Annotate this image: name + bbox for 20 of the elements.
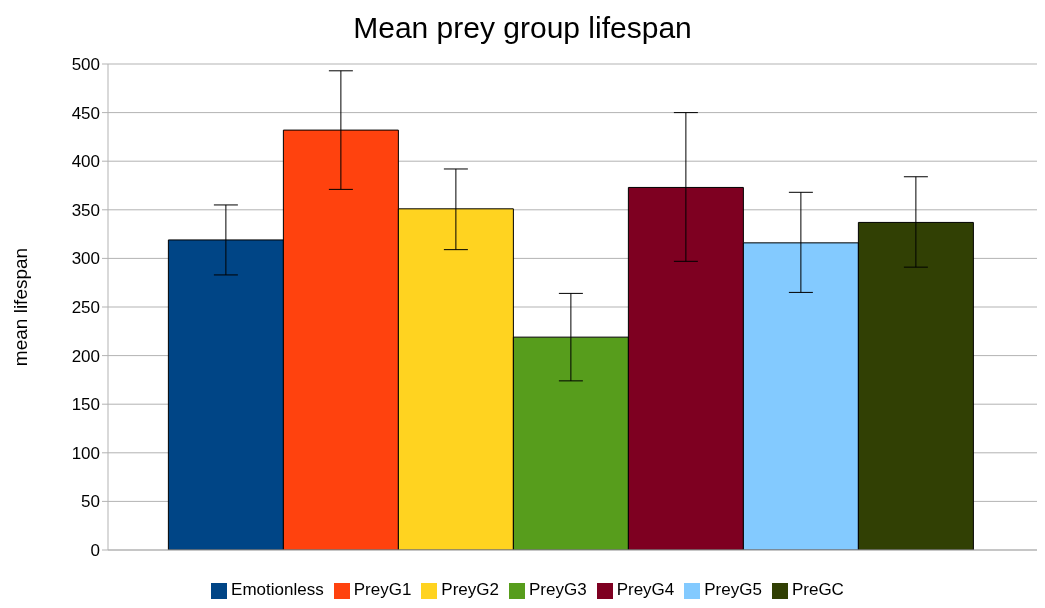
- legend-label: PreyG4: [616, 580, 675, 599]
- legend-label: PreGC: [791, 580, 844, 599]
- chart-title: Mean prey group lifespan: [352, 10, 693, 46]
- y-tick-label: 250: [71, 298, 100, 318]
- y-tick-label: 0: [90, 541, 100, 561]
- y-axis-title: mean lifespan: [9, 247, 31, 367]
- legend-label: Emotionless: [231, 580, 324, 599]
- legend-label: PreyG3: [529, 580, 587, 599]
- y-tick-label: 150: [71, 395, 100, 415]
- legend-label: PreyG2: [441, 580, 499, 599]
- y-tick-label: 50: [81, 492, 100, 512]
- legend-label: PreyG5: [704, 580, 762, 599]
- y-tick-label: 450: [71, 103, 100, 123]
- y-tick-label: 100: [71, 443, 100, 463]
- y-tick-label: 350: [71, 200, 100, 220]
- y-tick-label: 500: [71, 55, 100, 75]
- y-tick-label: 300: [71, 249, 100, 269]
- y-tick-label: 400: [71, 152, 100, 172]
- y-tick-label: 200: [71, 346, 100, 366]
- legend-label: PreyG1: [353, 580, 412, 599]
